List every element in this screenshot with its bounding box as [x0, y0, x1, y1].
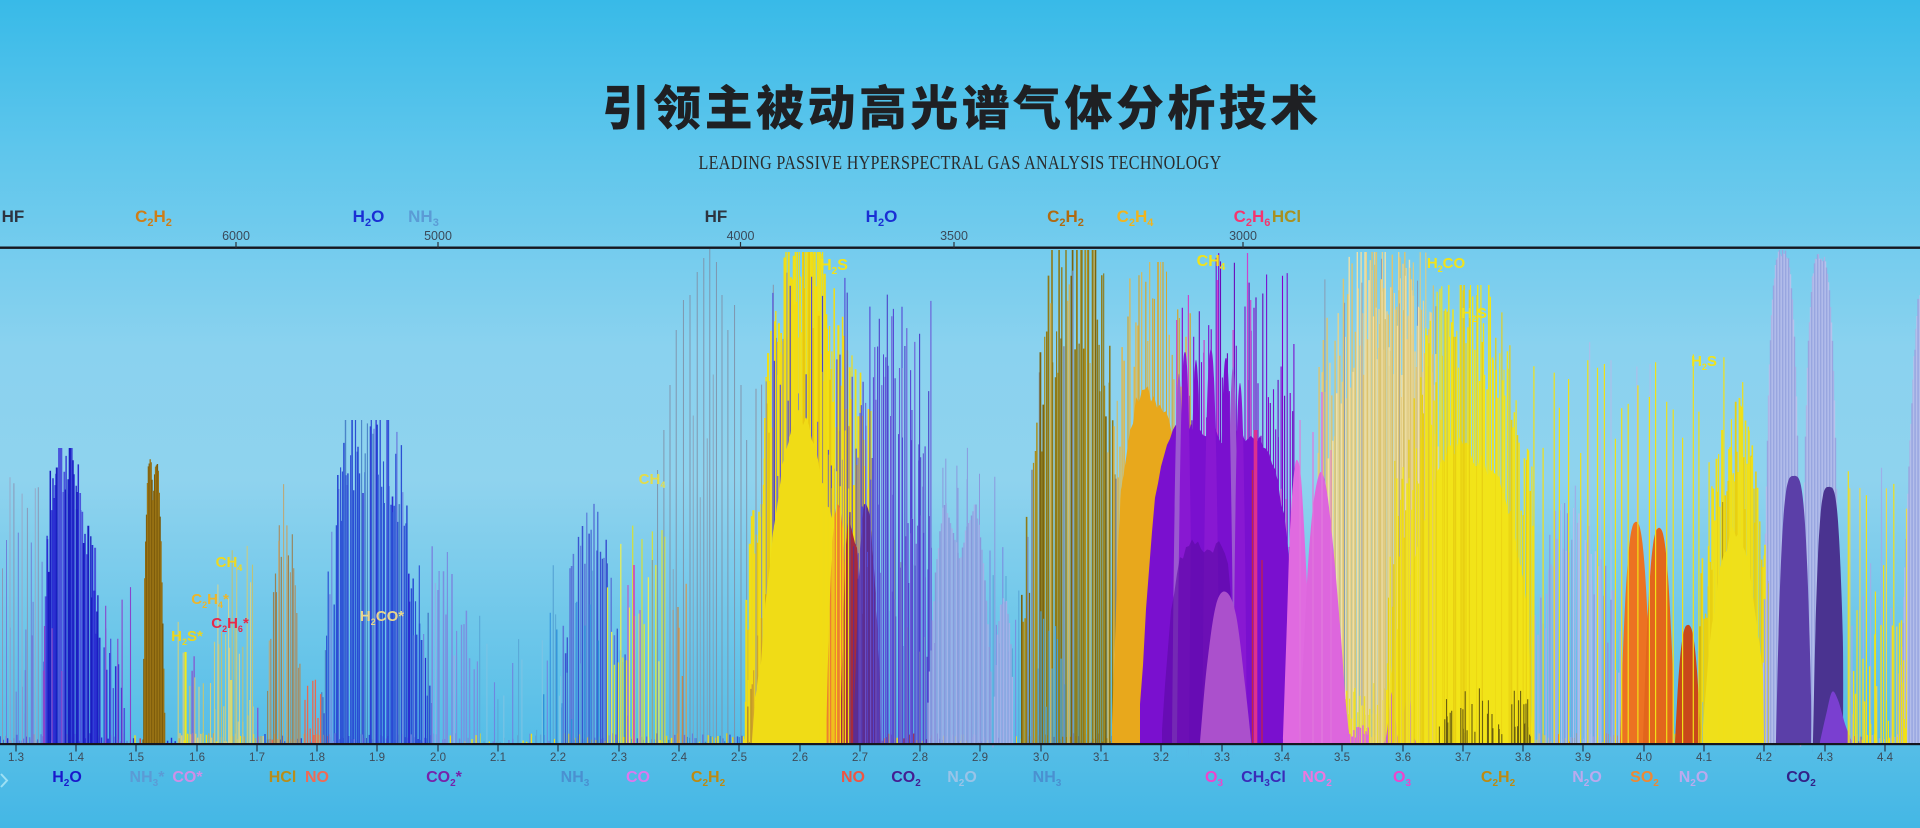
svg-text:2.0: 2.0 [430, 752, 446, 764]
svg-text:C2H4: C2H4 [1117, 207, 1155, 229]
svg-text:C2H6*: C2H6* [211, 615, 249, 634]
svg-text:HCl: HCl [269, 769, 297, 786]
svg-text:HF: HF [705, 207, 728, 226]
svg-text:2.2: 2.2 [550, 752, 566, 764]
svg-text:4.0: 4.0 [1636, 752, 1652, 764]
svg-text:H2O: H2O [866, 207, 898, 229]
svg-text:2.9: 2.9 [972, 752, 988, 764]
svg-text:NO: NO [841, 769, 865, 786]
svg-text:O3: O3 [1205, 769, 1223, 789]
svg-text:1.8: 1.8 [309, 752, 325, 764]
svg-text:H2S: H2S [820, 257, 848, 277]
svg-text:C2H2: C2H2 [1047, 207, 1084, 229]
svg-text:CH3Cl: CH3Cl [1241, 769, 1286, 789]
svg-text:1.5: 1.5 [128, 752, 144, 764]
svg-text:4.4: 4.4 [1877, 752, 1894, 764]
svg-text:2.7: 2.7 [852, 752, 868, 764]
svg-text:3500: 3500 [940, 229, 968, 243]
svg-text:SO2: SO2 [1630, 769, 1659, 789]
svg-text:CH4: CH4 [639, 471, 666, 490]
svg-text:H2CO*: H2CO* [360, 608, 404, 627]
svg-text:NO: NO [305, 769, 329, 786]
svg-text:NH3*: NH3* [130, 769, 166, 789]
svg-text:NH3: NH3 [408, 207, 439, 229]
svg-text:CO2: CO2 [891, 769, 921, 789]
svg-text:CO2*: CO2* [426, 769, 463, 789]
svg-text:NH3: NH3 [1033, 769, 1062, 789]
svg-text:6000: 6000 [222, 229, 250, 243]
svg-text:CO*: CO* [172, 769, 203, 786]
svg-text:3.8: 3.8 [1515, 752, 1531, 764]
svg-text:CO2: CO2 [1786, 769, 1816, 789]
svg-text:C2H4*: C2H4* [191, 591, 229, 610]
svg-text:3.9: 3.9 [1575, 752, 1591, 764]
svg-text:2.3: 2.3 [611, 752, 627, 764]
svg-text:HCl: HCl [1272, 207, 1301, 226]
svg-text:2.8: 2.8 [912, 752, 928, 764]
svg-text:CO: CO [626, 769, 650, 786]
svg-text:H2S: H2S [1461, 305, 1487, 324]
svg-text:H2S*: H2S* [171, 628, 203, 647]
svg-text:3.3: 3.3 [1214, 752, 1230, 764]
svg-text:NH3: NH3 [561, 769, 590, 789]
svg-text:2.5: 2.5 [731, 752, 747, 764]
svg-text:3000: 3000 [1229, 229, 1257, 243]
svg-text:4.3: 4.3 [1817, 752, 1833, 764]
svg-text:1.9: 1.9 [369, 752, 385, 764]
svg-text:C2H2: C2H2 [1481, 769, 1516, 789]
svg-text:N2O: N2O [947, 769, 977, 789]
svg-text:C2H2: C2H2 [691, 769, 726, 789]
svg-text:HF: HF [2, 207, 25, 226]
svg-text:O3: O3 [1393, 769, 1411, 789]
svg-text:CH4: CH4 [1197, 253, 1226, 273]
svg-text:CH4: CH4 [216, 554, 243, 573]
svg-text:H2O: H2O [353, 207, 385, 229]
svg-text:H2CO: H2CO [1427, 255, 1466, 274]
svg-text:C2H2: C2H2 [135, 207, 172, 229]
svg-text:1.3: 1.3 [8, 752, 24, 764]
svg-text:2.1: 2.1 [490, 752, 506, 764]
svg-text:3.4: 3.4 [1274, 752, 1291, 764]
svg-text:4.1: 4.1 [1696, 752, 1712, 764]
svg-text:4000: 4000 [727, 229, 755, 243]
svg-text:3.7: 3.7 [1455, 752, 1471, 764]
svg-text:3.5: 3.5 [1334, 752, 1350, 764]
svg-text:3.6: 3.6 [1395, 752, 1411, 764]
svg-text:4.2: 4.2 [1756, 752, 1772, 764]
svg-text:1.7: 1.7 [249, 752, 265, 764]
svg-text:2.6: 2.6 [792, 752, 808, 764]
svg-text:5000: 5000 [424, 229, 452, 243]
svg-text:3.0: 3.0 [1033, 752, 1049, 764]
svg-text:3.1: 3.1 [1093, 752, 1109, 764]
svg-text:N2O: N2O [1572, 769, 1602, 789]
svg-text:NO2: NO2 [1302, 769, 1332, 789]
svg-text:LEADING PASSIVE HYPERSPECTRAL: LEADING PASSIVE HYPERSPECTRAL GAS ANALYS… [698, 151, 1221, 173]
svg-text:C2H6: C2H6 [1234, 207, 1271, 229]
svg-text:2.4: 2.4 [671, 752, 688, 764]
svg-text:1.4: 1.4 [68, 752, 85, 764]
svg-text:N2O: N2O [1679, 769, 1709, 789]
svg-text:H2O: H2O [52, 769, 82, 789]
svg-text:3.2: 3.2 [1153, 752, 1169, 764]
svg-text:1.6: 1.6 [189, 752, 205, 764]
svg-text:H2S: H2S [1691, 353, 1717, 372]
